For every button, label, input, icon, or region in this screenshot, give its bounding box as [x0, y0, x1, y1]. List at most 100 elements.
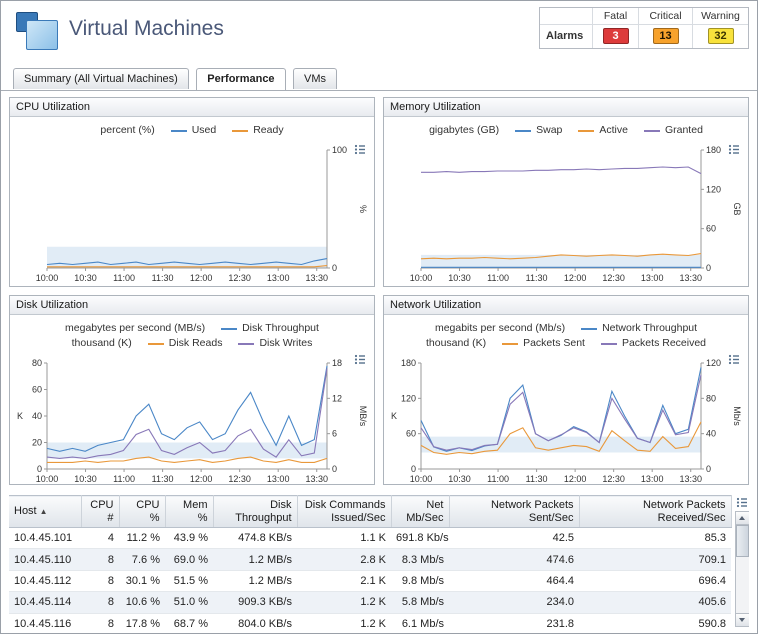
svg-text:13:00: 13:00: [267, 273, 290, 283]
legend-item: Disk Throughput: [221, 321, 319, 336]
critical-count-badge[interactable]: 13: [652, 28, 679, 44]
legend-entry-label: Disk Reads: [168, 337, 223, 349]
legend-item: Swap: [515, 123, 562, 138]
cell-host: 10.4.45.114: [9, 591, 81, 614]
legend-row: gigabytes (GB) Swap Active Granted: [384, 123, 748, 138]
table-row[interactable]: 10.4.45.112 8 30.1 % 51.5 % 1.2 MB/s 2.1 K 9.8…: [9, 570, 731, 593]
scroll-up-button[interactable]: [735, 512, 749, 525]
fatal-count-badge[interactable]: 3: [602, 28, 629, 44]
table-options-icon[interactable]: [736, 497, 748, 508]
column-header-cpu-pct[interactable]: CPU %: [119, 495, 166, 528]
table-row[interactable]: 10.4.45.110 8 7.6 % 69.0 % 1.2 MB/s 2.8 K 8.3 …: [9, 548, 731, 571]
tab-bar: Summary (All Virtual Machines) Performan…: [1, 67, 757, 91]
svg-text:12:00: 12:00: [190, 474, 213, 484]
charts-grid: CPU Utilization percent (%) Used Ready 0 10…: [9, 97, 749, 485]
legend-entry-label: Swap: [536, 124, 563, 136]
chart-options-icon[interactable]: [354, 144, 366, 155]
legend-line-swatch: [581, 327, 598, 330]
column-header-net-packets-received[interactable]: Network Packets Received/Sec: [579, 495, 732, 528]
cell-disk-commands: 1.1 K: [297, 527, 391, 550]
cell-cpu-count: 8: [81, 613, 119, 633]
page-title: Virtual Machines: [69, 17, 224, 40]
tab-vms[interactable]: VMs: [293, 68, 338, 89]
dashboard-header: Virtual Machines Fatal Critical Warning …: [1, 1, 757, 65]
cell-net-packets-sent: 464.4: [449, 570, 579, 593]
svg-text:13:30: 13:30: [679, 273, 702, 283]
cell-disk-commands: 2.1 K: [297, 570, 391, 593]
svg-text:20: 20: [32, 438, 42, 448]
column-header-disk-throughput[interactable]: Disk Throughput: [213, 495, 298, 528]
chart-options-icon[interactable]: [728, 144, 740, 155]
scroll-down-button[interactable]: [735, 613, 749, 626]
svg-text:Mb/s: Mb/s: [732, 406, 742, 426]
legend-row: thousand (K) Disk Reads Disk Writes: [10, 336, 374, 351]
fatal-count-cell: 3: [592, 25, 638, 48]
legend-entry-label: Disk Writes: [259, 337, 313, 349]
svg-text:11:00: 11:00: [113, 474, 135, 484]
svg-text:80: 80: [706, 393, 716, 403]
disk-utilization-chart[interactable]: 0 6 12 18 MB/s 0 20 40 60 80 K 10:00 10:30 11:00 11:30…: [13, 355, 371, 485]
column-header-disk-commands[interactable]: Disk Commands Issued/Sec: [297, 495, 392, 528]
legend-line-swatch: [578, 129, 595, 132]
svg-text:180: 180: [706, 145, 721, 155]
svg-text:11:30: 11:30: [152, 474, 174, 484]
chart-options-icon[interactable]: [728, 354, 740, 365]
scrollbar-thumb[interactable]: [735, 525, 749, 557]
cell-net-mb-sec: 6.1 Mb/s: [391, 613, 449, 633]
alarms-column-critical: Critical: [638, 8, 692, 25]
svg-text:0: 0: [332, 263, 337, 273]
cell-net-mb-sec: 8.3 Mb/s: [391, 548, 449, 571]
warning-count-cell: 32: [692, 25, 748, 48]
svg-text:12:00: 12:00: [564, 474, 587, 484]
svg-text:10:00: 10:00: [36, 474, 59, 484]
critical-count-cell: 13: [638, 25, 692, 48]
svg-text:11:30: 11:30: [152, 273, 174, 283]
svg-text:12:00: 12:00: [190, 273, 213, 283]
column-header-net-packets-sent[interactable]: Network Packets Sent/Sec: [449, 495, 580, 528]
cell-cpu-pct: 11.2 %: [119, 527, 165, 550]
cell-disk-throughput: 1.2 MB/s: [213, 570, 297, 593]
table-right-rail: [732, 495, 749, 633]
legend-item: Packets Sent: [502, 336, 585, 351]
legend-line-swatch: [600, 342, 617, 345]
chart-options-icon[interactable]: [354, 354, 366, 365]
tab-summary-all-virtual-machines[interactable]: Summary (All Virtual Machines): [13, 68, 189, 89]
column-header-mem-pct[interactable]: Mem %: [165, 495, 214, 528]
column-header-cpu-count[interactable]: CPU #: [81, 495, 120, 528]
memory-utilization-chart[interactable]: 0 60 120 180 GB 10:00 10:30 11:00 11:30 12:00 12:3…: [387, 142, 745, 284]
virtual-machines-icon: [15, 11, 61, 53]
svg-text:18: 18: [332, 358, 342, 368]
cpu-utilization-chart[interactable]: 0 100% 10:00 10:30 11:00 11:30 12:00 12:30 13:00…: [13, 142, 371, 284]
svg-text:0: 0: [332, 464, 337, 474]
table-scrollbar[interactable]: [734, 511, 749, 627]
cell-net-packets-received: 709.1: [579, 548, 731, 571]
alarms-row-label: Alarms: [546, 30, 584, 42]
svg-text:13:00: 13:00: [641, 474, 664, 484]
legend-entry-label: Packets Sent: [523, 337, 585, 349]
tab-performance[interactable]: Performance: [196, 68, 286, 90]
legend-line-swatch: [232, 129, 249, 132]
cell-cpu-count: 8: [81, 591, 119, 614]
cell-net-packets-sent: 42.5: [449, 527, 579, 550]
panel-title: CPU Utilization: [10, 98, 374, 117]
svg-text:0: 0: [37, 464, 42, 474]
column-header-net-mb-sec[interactable]: Net Mb/Sec: [391, 495, 450, 528]
cell-cpu-pct: 30.1 %: [119, 570, 165, 593]
column-header-host[interactable]: Host ▲: [9, 495, 82, 528]
svg-text:40: 40: [32, 411, 42, 421]
svg-text:11:00: 11:00: [487, 474, 509, 484]
disk-utilization-panel: Disk Utilization megabytes per second (M…: [9, 295, 375, 485]
cell-disk-throughput: 909.3 KB/s: [213, 591, 297, 614]
svg-text:13:30: 13:30: [679, 474, 702, 484]
svg-text:13:00: 13:00: [267, 474, 290, 484]
warning-count-badge[interactable]: 32: [707, 28, 734, 44]
legend-entry-label: Active: [599, 124, 628, 136]
cell-cpu-count: 8: [81, 570, 119, 593]
network-utilization-chart[interactable]: 0 40 80 120 Mb/s 0 60 120 180 K 10:00 10:30 11:00 11:…: [387, 355, 745, 485]
svg-text:60: 60: [406, 429, 416, 439]
svg-text:120: 120: [706, 184, 721, 194]
cell-disk-commands: 1.2 K: [297, 591, 391, 614]
